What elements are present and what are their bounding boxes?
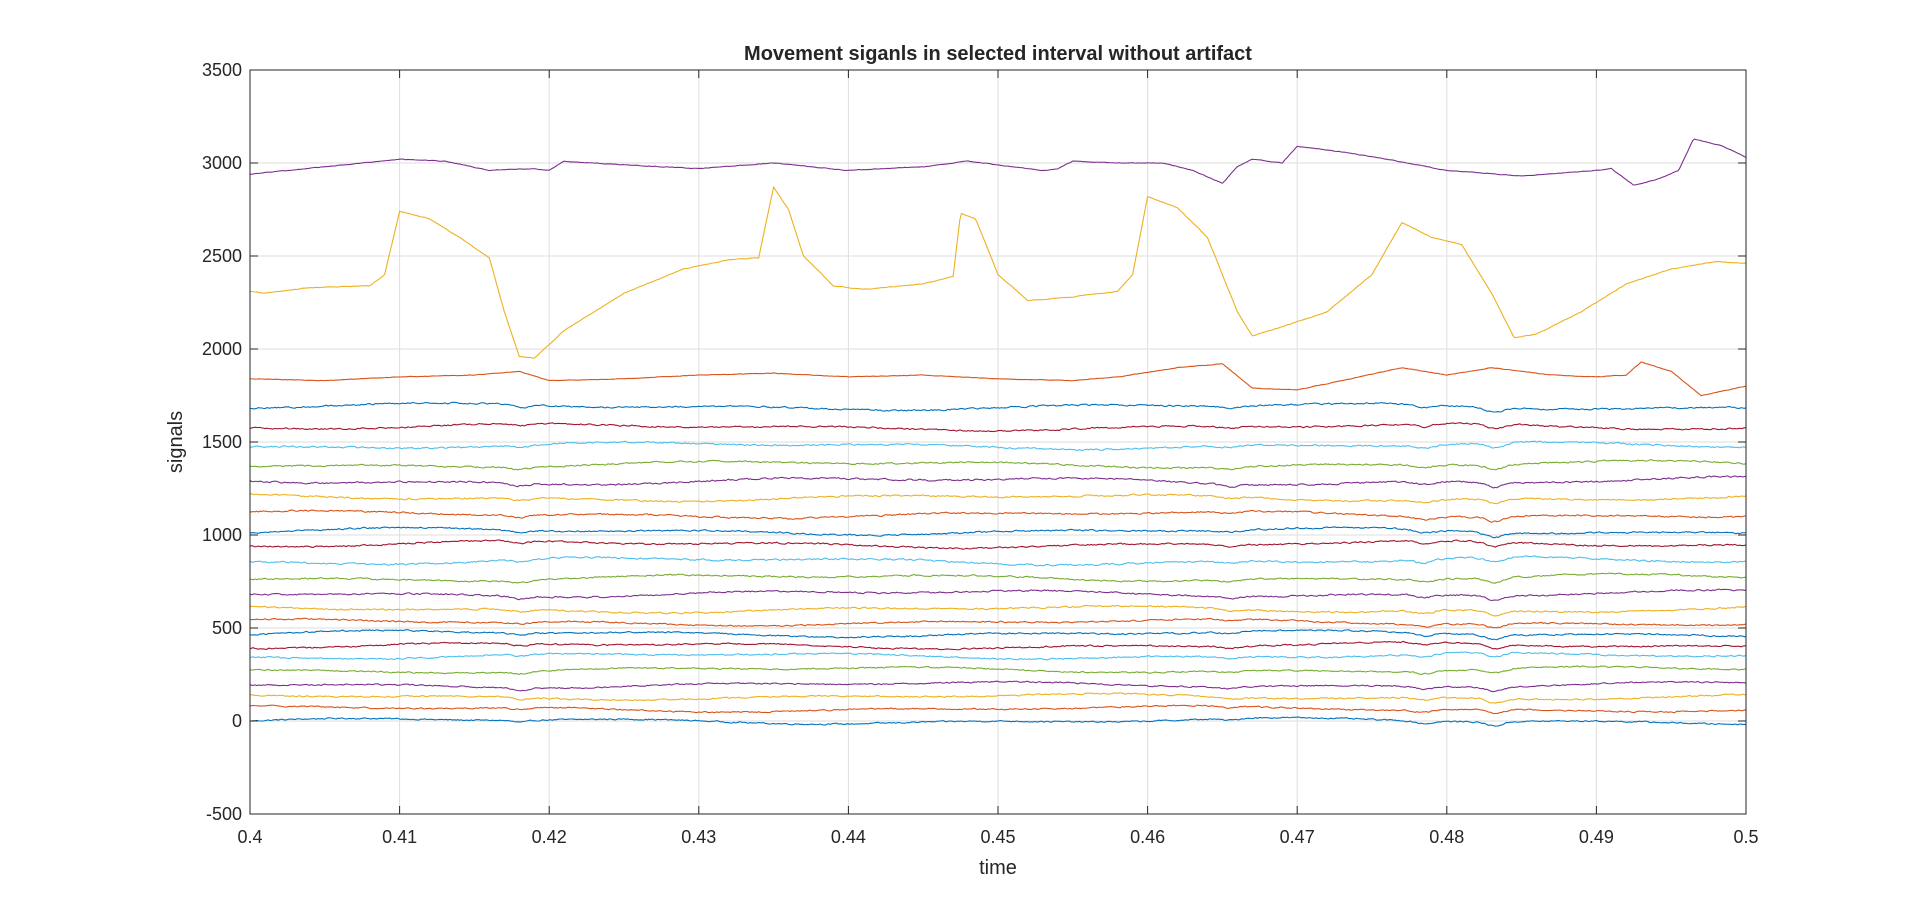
series-line: [249, 509, 1747, 523]
series-line: [249, 138, 1747, 186]
series-line: [249, 604, 1747, 617]
x-tick-label: 0.48: [1429, 827, 1464, 847]
x-tick-label: 0.44: [831, 827, 866, 847]
series-line: [249, 440, 1747, 452]
series-line: [249, 493, 1747, 505]
series-line: [249, 539, 1747, 550]
series-line: [249, 572, 1747, 584]
series-line: [249, 665, 1747, 675]
series-line: [249, 555, 1747, 567]
series-line: [249, 475, 1747, 489]
series-line: [249, 459, 1747, 471]
series-line: [249, 401, 1747, 413]
series-line: [249, 629, 1747, 641]
series-line: [249, 704, 1747, 715]
series-line: [249, 617, 1747, 629]
x-tick-label: 0.42: [532, 827, 567, 847]
series-line: [249, 716, 1747, 727]
y-tick-label: 2000: [202, 339, 242, 359]
x-tick-label: 0.5: [1733, 827, 1758, 847]
y-tick-label: 3500: [202, 60, 242, 80]
chart-title: Movement siganls in selected interval wi…: [744, 43, 1252, 65]
y-axis-label: signals: [165, 411, 187, 473]
tick-labels: 0.4 0.41 0.42 0.43 0.44 0.45 0.46 0.47 0.48 0.49 0…: [202, 60, 1759, 847]
y-tick-label: 3000: [202, 153, 242, 173]
y-tick-label: 0: [232, 711, 242, 731]
series-line: [249, 588, 1747, 602]
x-tick-label: 0.46: [1130, 827, 1165, 847]
x-tick-label: 0.43: [681, 827, 716, 847]
series-group: [249, 138, 1747, 727]
x-tick-label: 0.49: [1579, 827, 1614, 847]
y-tick-label: -500: [206, 804, 242, 824]
y-tick-label: 1500: [202, 432, 242, 452]
x-tick-label: 0.45: [980, 827, 1015, 847]
y-tick-label: 500: [212, 618, 242, 638]
series-line: [249, 651, 1747, 661]
series-line: [249, 640, 1747, 651]
x-tick-label: 0.4: [237, 827, 262, 847]
series-line: [249, 186, 1747, 359]
y-tick-label: 2500: [202, 246, 242, 266]
x-tick-label: 0.47: [1280, 827, 1315, 847]
series-line: [249, 692, 1747, 704]
series-line: [249, 526, 1747, 539]
series-line: [249, 361, 1747, 397]
y-tick-label: 1000: [202, 525, 242, 545]
series-line: [249, 422, 1747, 433]
x-axis-label: time: [979, 857, 1017, 879]
series-line: [249, 680, 1747, 693]
x-tick-label: 0.41: [382, 827, 417, 847]
